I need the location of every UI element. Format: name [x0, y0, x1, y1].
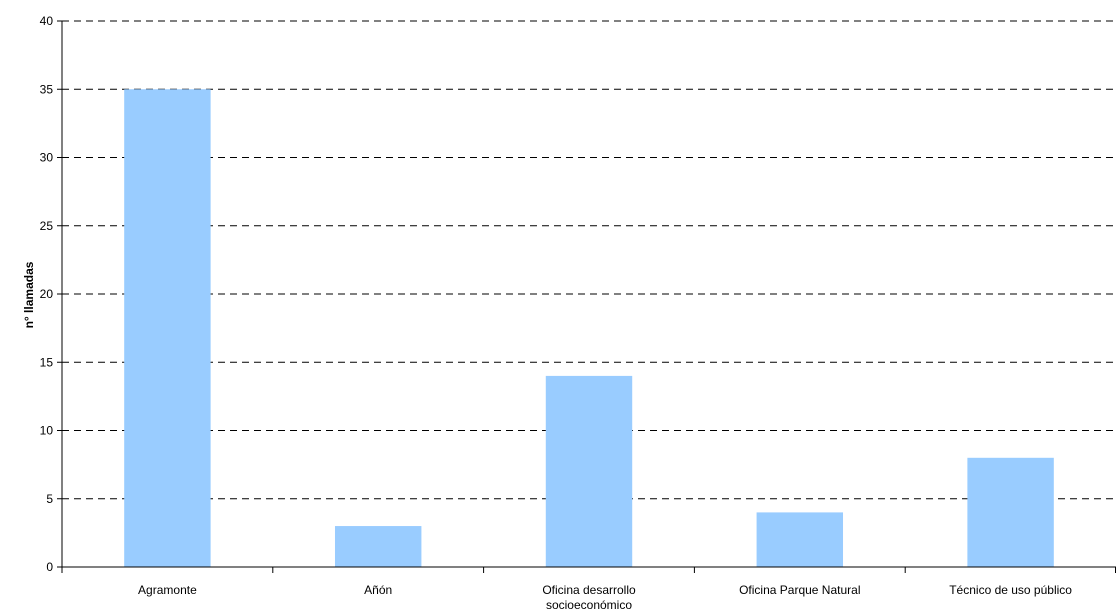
bar — [967, 457, 1054, 567]
y-tick-label: 0 — [46, 560, 53, 574]
bar — [545, 375, 633, 567]
x-tick-labels: Agramonte Añón Oficina desarrollo socioecon… — [138, 583, 1072, 612]
y-tick-label: 35 — [40, 82, 54, 96]
y-tick-label: 40 — [40, 14, 54, 28]
y-tick-label: 15 — [40, 355, 54, 369]
bar — [124, 89, 211, 567]
x-tick-label: Oficina desarrollo socioeconómico — [542, 583, 636, 612]
x-tick-label: Técnico de uso público — [949, 583, 1072, 597]
y-tick-label: 20 — [40, 287, 54, 301]
axes — [57, 20, 1116, 573]
y-axis-title: n° llamadas — [22, 261, 36, 328]
bars — [124, 89, 1054, 567]
y-tick-label: 25 — [40, 219, 54, 233]
x-tick-label: Agramonte — [138, 583, 197, 597]
bar — [334, 526, 422, 567]
y-tick-label: 10 — [40, 424, 54, 438]
bar — [756, 512, 844, 567]
y-tick-label: 5 — [46, 492, 53, 506]
x-tick-label: Oficina Parque Natural — [739, 583, 860, 597]
y-tick-labels: 0 5 10 15 20 25 30 35 40 — [40, 14, 54, 574]
y-tick-label: 30 — [40, 151, 54, 165]
gridlines — [62, 20, 1116, 500]
x-tick-label: Añón — [364, 583, 392, 597]
